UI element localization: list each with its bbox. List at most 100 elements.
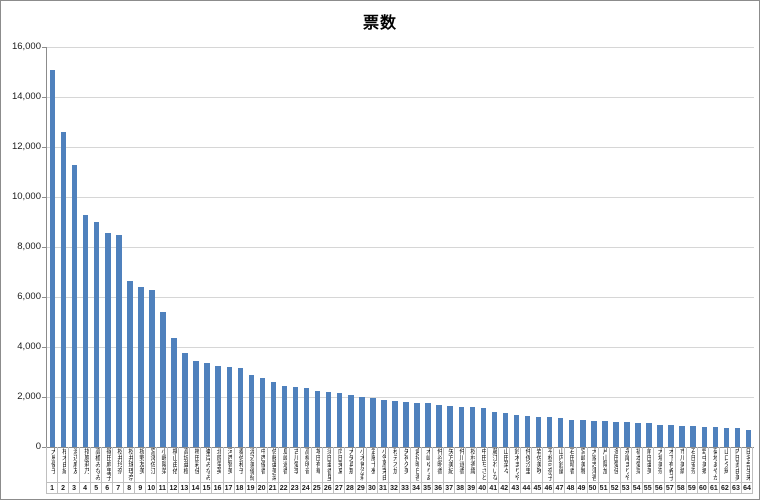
bar-rank-6	[105, 233, 111, 447]
category-name-label: 北原里英	[214, 448, 221, 474]
y-tick-label: 0	[35, 441, 41, 452]
category-name-label: 内田眞由美	[733, 448, 740, 481]
bar-rank-19	[248, 374, 255, 447]
bar-rank-37	[447, 405, 453, 447]
category-cell: 石田晴香 48	[565, 447, 577, 493]
category-cell: 木下有希子 57	[664, 447, 676, 493]
bar-rank-36	[436, 404, 442, 447]
bar-rank-35	[425, 403, 431, 447]
category-rank-label: 30	[366, 482, 377, 493]
category-cell: 武藤十夢 30	[366, 447, 378, 493]
bar-rank-21	[270, 382, 277, 447]
category-cell: 宮澤佐江 10	[146, 447, 158, 493]
category-cell: 多田愛佳 52	[609, 447, 621, 493]
category-name-label: 石田安奈	[689, 448, 696, 474]
category-cell: 山口夕輝 62	[719, 447, 731, 493]
category-cell: 片山陽加 51	[598, 447, 610, 493]
category-rank-label: 16	[212, 482, 223, 493]
bar-rank-55	[646, 423, 652, 447]
category-name-label: 峯岸みなみ	[203, 448, 210, 481]
category-rank-label: 18	[234, 482, 245, 493]
y-tick-mark	[42, 297, 46, 298]
category-cell: 指原莉乃 4	[80, 447, 92, 493]
category-cell: 峯岸みなみ 15	[201, 447, 213, 493]
category-rank-label: 48	[565, 482, 576, 493]
bar-rank-61	[712, 427, 719, 447]
category-cell: 仲俣汐里 44	[521, 447, 533, 493]
category-name-label: 鈴木まりや	[512, 448, 519, 481]
category-name-label: 横山由依	[170, 448, 177, 474]
category-name-label: 秋元才加	[391, 448, 398, 474]
bar-rank-64	[745, 429, 752, 447]
category-cell: 野中美郷 60	[697, 447, 709, 493]
category-rank-label: 49	[576, 482, 587, 493]
bar-rank-59	[690, 425, 696, 447]
category-rank-label: 59	[686, 482, 697, 493]
y-tick-mark	[42, 347, 46, 348]
bar-rank-16	[215, 365, 221, 447]
category-rank-label: 1	[47, 482, 58, 493]
category-name-label: 須田亜香里	[325, 448, 332, 481]
category-name-label: 高城亜樹	[181, 448, 188, 474]
y-tick-label: 16,000	[11, 41, 41, 52]
y-tick-mark	[42, 147, 46, 148]
bar-rank-2	[60, 132, 67, 447]
category-rank-label: 8	[124, 482, 135, 493]
category-cell: 古川愛李 23	[289, 447, 301, 493]
category-rank-label: 56	[653, 482, 664, 493]
gridline	[47, 197, 754, 198]
bar-rank-15	[204, 363, 210, 447]
category-cell: 木崎ゆりあ 35	[422, 447, 434, 493]
bar-rank-7	[116, 234, 122, 447]
category-rank-label: 6	[102, 482, 113, 493]
category-cell: 秦佐和子 18	[234, 447, 246, 493]
category-cell: 松井玲奈 7	[113, 447, 125, 493]
bar-rank-38	[458, 407, 464, 447]
category-name-label: 松村香織	[468, 448, 475, 474]
gridline	[47, 97, 754, 98]
category-cell: 大島優子 1	[46, 447, 59, 493]
category-rank-label: 62	[719, 482, 730, 493]
bar-rank-45	[535, 417, 542, 447]
y-tick-label: 4,000	[17, 341, 41, 352]
category-cell: 板野友美 9	[135, 447, 147, 493]
bar-rank-63	[734, 428, 741, 447]
category-rank-label: 17	[223, 482, 234, 493]
category-name-label: 梅田彩佳	[192, 448, 199, 474]
category-rank-label: 47	[554, 482, 565, 493]
category-rank-label: 33	[400, 482, 411, 493]
y-tick-mark	[42, 447, 46, 448]
category-rank-label: 43	[510, 482, 521, 493]
category-name-label: 河西智美	[225, 448, 232, 474]
category-name-label: 小木曽汐莉	[358, 448, 365, 481]
bar-rank-31	[381, 399, 387, 447]
category-rank-label: 55	[642, 482, 653, 493]
category-name-label: 高柳明音	[303, 448, 310, 474]
bar-rank-13	[182, 353, 188, 447]
gridline	[47, 47, 754, 48]
category-cell: 矢方美紀 37	[444, 447, 456, 493]
category-rank-label: 3	[69, 482, 80, 493]
category-name-label: 矢方美紀	[446, 448, 453, 474]
bar-rank-57	[668, 424, 674, 447]
category-cell: 松村香織 39	[466, 447, 478, 493]
category-name-label: 大家志津香	[589, 448, 596, 481]
bar-rank-47	[557, 418, 564, 447]
category-rank-label: 25	[311, 482, 322, 493]
bar-rank-42	[502, 413, 509, 447]
category-rank-label: 51	[598, 482, 609, 493]
y-tick-mark	[42, 47, 46, 48]
bar-rank-50	[591, 420, 597, 447]
bar-rank-8	[127, 280, 133, 447]
category-rank-label: 63	[730, 482, 741, 493]
plot-area	[46, 47, 754, 448]
category-name-label: 仲俣汐里	[523, 448, 530, 474]
category-rank-label: 27	[333, 482, 344, 493]
category-cell: 仲谷明香 36	[433, 447, 445, 493]
y-tick-mark	[42, 397, 46, 398]
bar-rank-24	[303, 388, 310, 447]
category-cell: 島崎遥香 22	[278, 447, 290, 493]
category-cell: 小笠原茉由 31	[377, 447, 389, 493]
bar-rank-20	[259, 378, 266, 447]
